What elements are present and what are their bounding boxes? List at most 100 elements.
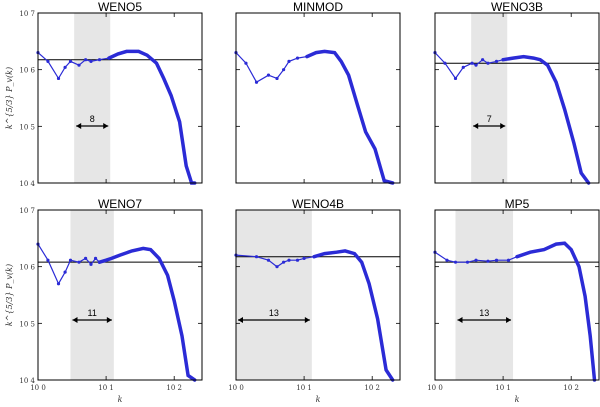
panel-weno5: WENO5 10 7 10 6 10 5 10 4 8 [19, 0, 203, 188]
data-point [494, 258, 499, 262]
data-point [254, 255, 259, 259]
data-point [275, 265, 279, 269]
span-label: 7 [487, 114, 492, 124]
y-tick-label: 10 6 [19, 67, 35, 75]
x-tick-label: 10 0 [228, 384, 244, 392]
data-point [63, 270, 67, 274]
spectrum-curve-tail [515, 241, 597, 382]
data-point [68, 258, 73, 262]
data-point [83, 58, 88, 62]
panel-minmod: MINMOD [234, 0, 401, 185]
x-tick-label: 10 2 [563, 384, 579, 392]
data-point [46, 258, 50, 262]
plot-frame [235, 209, 401, 381]
plot-frame [37, 12, 203, 184]
spectrum-curve-tail [97, 246, 197, 382]
data-point [68, 59, 73, 63]
data-point [83, 256, 88, 260]
spectrum-curve [235, 50, 393, 184]
y-tick-label: 10 4 [19, 180, 35, 188]
shaded-band [74, 13, 111, 183]
panel-weno4b: WENO4B 10 0 10 1 10 2 k 13 [228, 197, 401, 404]
data-point [295, 56, 300, 60]
data-point [453, 260, 458, 264]
panel-weno3b: WENO3B 7 [433, 0, 600, 185]
shaded-band [236, 210, 312, 380]
data-point [443, 61, 447, 65]
panel-weno7: WENO7 10 7 10 6 10 5 10 410 0 10 1 10 2 k 11 [19, 197, 203, 404]
data-point [77, 260, 81, 264]
panel-title: MP5 [505, 197, 530, 211]
plot-frame [37, 209, 203, 381]
x-tick-label: 10 1 [98, 384, 114, 392]
spectrum-curve [37, 243, 196, 381]
x-tick-label: 10 0 [427, 384, 443, 392]
data-point [453, 76, 458, 81]
x-tick-label: 10 1 [296, 384, 312, 392]
data-point [89, 262, 93, 266]
plot-frame [434, 209, 600, 381]
spectrum-curve-tail [305, 49, 395, 185]
panel-title: WENO4B [292, 197, 344, 211]
shaded-band [455, 210, 514, 380]
x-axis-label: k [118, 395, 123, 404]
x-tick-label: 10 2 [364, 384, 380, 392]
y-tick-label: 10 5 [19, 123, 35, 131]
arrow-head-left [473, 123, 479, 129]
shaded-band [471, 13, 508, 183]
plot-frame [434, 12, 600, 184]
x-axis-label: k [316, 395, 321, 404]
data-point [287, 59, 291, 63]
data-point [302, 256, 306, 260]
x-tick-label: 10 1 [495, 384, 511, 392]
data-point [56, 76, 61, 81]
data-point [474, 63, 478, 67]
shaded-band [70, 210, 114, 380]
arrow-head-right [500, 123, 506, 129]
spectrum-curve-tail [501, 54, 591, 185]
span-label: 11 [88, 308, 97, 318]
data-point [461, 65, 465, 69]
x-tick-label: 10 2 [166, 384, 182, 392]
data-point [275, 76, 279, 81]
data-point [445, 258, 449, 262]
panel-title: WENO7 [98, 197, 142, 211]
arrow-head-right [506, 317, 512, 323]
arrow-head-left [457, 317, 463, 323]
data-point [281, 68, 286, 72]
x-axis-label: k [515, 395, 520, 404]
arrow-head-right [103, 123, 109, 129]
spectrum-curve-tail [107, 49, 197, 185]
data-point [254, 80, 259, 84]
panel-title: MINMOD [293, 0, 343, 14]
data-point [97, 58, 102, 62]
y-tick-label: 10 7 [19, 10, 35, 18]
data-point [486, 61, 490, 65]
y-tick-label: 10 4 [19, 377, 35, 385]
data-point [56, 282, 61, 286]
span-label: 13 [479, 308, 489, 318]
span-label: 8 [90, 114, 95, 124]
y-axis-label: k^{5/3} P_v(k) [5, 67, 14, 129]
y-tick-label: 10 7 [19, 207, 35, 215]
data-point [486, 259, 490, 263]
span-label: 13 [269, 308, 279, 318]
data-point [470, 61, 474, 65]
y-axis-label: k^{5/3} P_v(k) [5, 264, 14, 326]
data-point [281, 260, 286, 264]
x-tick-label: 10 0 [30, 384, 46, 392]
data-point [295, 258, 300, 262]
spectrum-curve [37, 50, 195, 184]
arrow-head-left [72, 317, 78, 323]
data-point [244, 61, 248, 65]
plot-frame [235, 12, 401, 184]
data-point [287, 258, 291, 262]
data-point [266, 258, 271, 262]
y-tick-label: 10 5 [19, 320, 35, 328]
panel-mp5: MP5 10 0 10 1 10 2 k 13 [427, 197, 600, 404]
data-point [77, 63, 81, 67]
data-point [465, 260, 470, 264]
data-point [63, 65, 67, 69]
data-point [506, 258, 511, 262]
